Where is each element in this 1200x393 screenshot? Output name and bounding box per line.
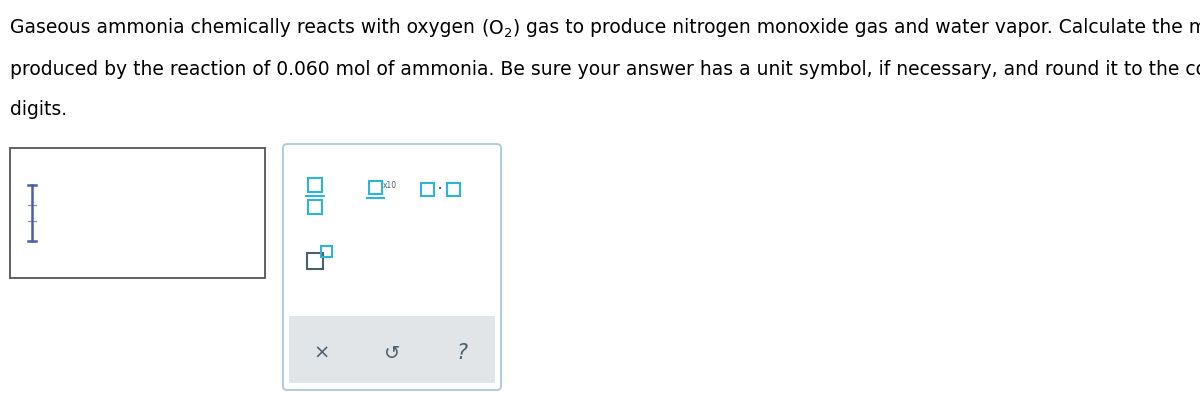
Bar [421,183,434,196]
Text: ↺: ↺ [384,343,400,362]
Text: ?: ? [456,343,468,363]
Text: x10: x10 [383,181,397,190]
Text: Gaseous ammonia chemically reacts with oxygen: Gaseous ammonia chemically reacts with o… [10,18,481,37]
Bar [289,316,496,383]
Text: produced by the reaction of 0.060 mol of ammonia. Be sure your answer has a unit: produced by the reaction of 0.060 mol of… [10,60,1200,79]
Bar [446,183,460,196]
Text: gas to produce nitrogen monoxide gas and water vapor. Calculate the moles of nit: gas to produce nitrogen monoxide gas and… [520,18,1200,37]
Bar [10,148,265,278]
Bar [368,181,382,194]
Text: $\mathregular{(O_2)}$: $\mathregular{(O_2)}$ [481,18,520,40]
Text: digits.: digits. [10,100,67,119]
FancyBboxPatch shape [283,144,502,390]
Bar [322,246,332,257]
Bar [308,200,322,214]
Bar [307,253,323,269]
Text: ·: · [437,180,443,199]
Bar [308,178,322,192]
Text: ×: × [314,343,330,362]
